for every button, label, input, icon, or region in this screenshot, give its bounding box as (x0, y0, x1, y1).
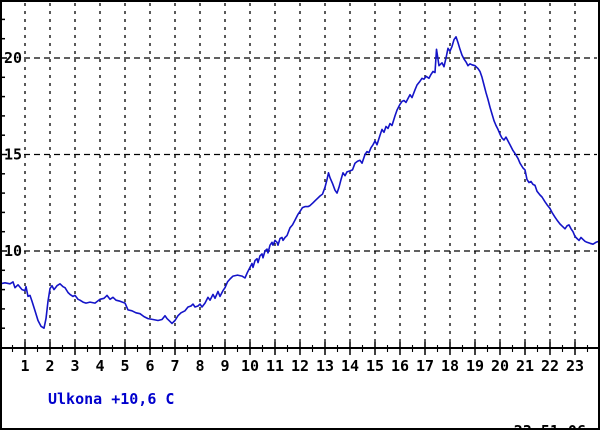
clock-time: 23:51:06 (505, 423, 586, 430)
x-tick-label: 21 (516, 357, 534, 375)
x-tick-label: 11 (266, 357, 284, 375)
x-tick-label: 5 (120, 357, 129, 375)
x-tick-label: 6 (145, 357, 154, 375)
x-tick-label: 8 (195, 357, 204, 375)
temperature-line (0, 35, 600, 330)
y-tick-label: 20 (4, 49, 22, 67)
x-tick-label: 14 (341, 357, 359, 375)
y-tick-label: 15 (4, 146, 22, 164)
x-tick-label: 15 (366, 357, 384, 375)
x-tick-label: 4 (95, 357, 104, 375)
x-tick-label: 9 (220, 357, 229, 375)
x-tick-label: 20 (491, 357, 509, 375)
y-tick-label: 10 (4, 242, 22, 260)
x-tick-label: 7 (170, 357, 179, 375)
x-tick-label: 10 (241, 357, 259, 375)
x-tick-label: 16 (391, 357, 409, 375)
x-tick-label: 23 (566, 357, 584, 375)
x-tick-label: 2 (45, 357, 54, 375)
timestamp-block: 23:51:06 30.4.2019 (505, 389, 586, 430)
x-tick-label: 12 (291, 357, 309, 375)
x-tick-label: 22 (541, 357, 559, 375)
x-tick-label: 18 (441, 357, 459, 375)
x-tick-label: 19 (466, 357, 484, 375)
x-tick-label: 13 (316, 357, 334, 375)
x-tick-label: 17 (416, 357, 434, 375)
x-tick-label: 1 (20, 357, 29, 375)
station-temperature-label: Ulkona +10,6 C (48, 390, 175, 408)
x-tick-label: 3 (70, 357, 79, 375)
